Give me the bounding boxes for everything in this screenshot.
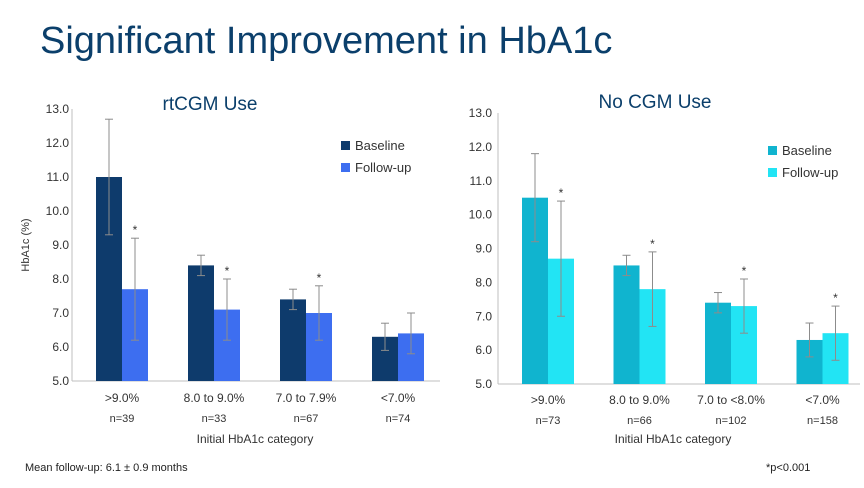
chart2-significance-marker: * [742, 264, 747, 278]
chart1-y-tick-label: 12.0 [46, 136, 70, 150]
chart2-n-label: n=73 [536, 415, 561, 427]
chart2-significance-marker: * [650, 237, 655, 251]
chart1-legend-swatch [341, 141, 350, 150]
chart1-n-label: n=67 [294, 413, 319, 425]
chart1-n-label: n=39 [110, 413, 135, 425]
chart1-significance-marker: * [225, 264, 230, 278]
chart1-title: rtCGM Use [163, 94, 258, 115]
chart2-legend-swatch [768, 168, 777, 177]
chart2-category-label: >9.0% [531, 393, 566, 407]
chart2-n-label: n=102 [716, 415, 747, 427]
chart2-significance-marker: * [833, 291, 838, 305]
footnote-p-value: *p<0.001 [766, 462, 811, 474]
chart2-y-tick-label: 8.0 [475, 275, 492, 289]
chart1-y-axis-label: HbA1c (%) [20, 218, 32, 271]
chart1-bar-baseline [188, 265, 214, 381]
chart1-y-tick-label: 8.0 [52, 272, 69, 286]
chart2-category-label: 7.0 to <8.0% [697, 393, 765, 407]
chart2-y-tick-label: 13.0 [469, 106, 493, 120]
chart2-legend-label: Baseline [782, 143, 832, 158]
chart2-legend-swatch [768, 146, 777, 155]
chart1-legend-swatch [341, 163, 350, 172]
chart2-y-tick-label: 9.0 [475, 242, 492, 256]
chart1-category-label: 8.0 to 9.0% [184, 391, 245, 405]
chart1-category-label: >9.0% [105, 391, 140, 405]
chart2-y-tick-label: 12.0 [469, 140, 493, 154]
chart1-n-label: n=33 [202, 413, 227, 425]
chart1-y-tick-label: 6.0 [52, 340, 69, 354]
chart1-y-tick-label: 5.0 [52, 374, 69, 388]
chart1-n-label: n=74 [386, 413, 411, 425]
chart2-title: No CGM Use [599, 92, 712, 113]
chart2-category-label: 8.0 to 9.0% [609, 393, 670, 407]
chart1-y-tick-label: 11.0 [47, 170, 70, 184]
chart1-bar-baseline [280, 299, 306, 381]
chart1-significance-marker: * [133, 223, 138, 237]
chart2-n-label: n=66 [627, 415, 652, 427]
chart2-legend-label: Follow-up [782, 165, 838, 180]
chart1-category-label: <7.0% [381, 391, 416, 405]
chart2-y-tick-label: 11.0 [470, 174, 493, 188]
chart2-bar-baseline [613, 265, 640, 384]
chart2-bar-baseline [705, 302, 731, 384]
footnote-mean-follow-up: Mean follow-up: 6.1 ± 0.9 months [25, 462, 188, 474]
chart2-y-tick-label: 7.0 [475, 309, 492, 323]
chart1-x-axis-label: Initial HbA1c category [197, 432, 314, 446]
chart1-legend-label: Follow-up [355, 160, 411, 175]
chart2-y-tick-label: 5.0 [475, 377, 492, 391]
chart1-y-tick-label: 9.0 [52, 238, 69, 252]
chart1-legend-label: Baseline [355, 138, 405, 153]
chart2-significance-marker: * [559, 186, 564, 200]
chart1-y-tick-label: 7.0 [52, 306, 69, 320]
chart1-y-tick-label: 10.0 [46, 204, 70, 218]
slide-title: Significant Improvement in HbA1c [40, 20, 613, 62]
chart1-significance-marker: * [317, 271, 322, 285]
chart1-y-tick-label: 13.0 [46, 102, 70, 116]
chart2-category-label: <7.0% [805, 393, 840, 407]
chart2-y-tick-label: 6.0 [475, 343, 492, 357]
chart1-category-label: 7.0 to 7.9% [276, 391, 337, 405]
chart2-x-axis-label: Initial HbA1c category [615, 432, 732, 446]
chart2-y-tick-label: 10.0 [469, 208, 493, 222]
chart2-n-label: n=158 [807, 415, 838, 427]
